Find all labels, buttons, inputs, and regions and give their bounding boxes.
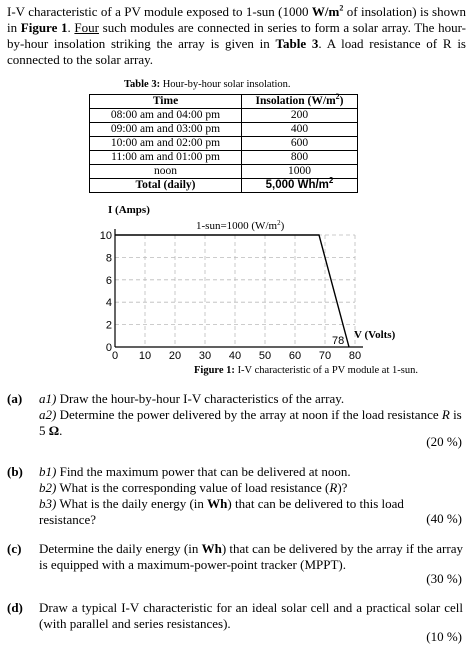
table-header-time: Time [89, 94, 242, 109]
x-tick-label: 80 [349, 350, 361, 362]
table-row: 08:00 am and 04:00 pm 200 [89, 108, 358, 123]
iv-chart: 0 10 20 30 40 50 60 70 80 0 2 4 6 8 10 I (Amps) V (Vol… [100, 204, 418, 376]
y-tick-label: 4 [106, 297, 112, 309]
y-tick-label: 6 [106, 275, 112, 287]
question-d-weight: (10 %) [426, 629, 462, 644]
y-tick-label: 0 [106, 342, 112, 354]
table-row: 09:00 am and 03:00 pm 400 [89, 122, 358, 137]
question-a-weight: (20 %) [426, 434, 462, 449]
table-row: 11:00 am and 01:00 pm 800 [89, 150, 358, 165]
question-b-weight: (40 %) [426, 511, 462, 526]
y-tick-label: 10 [100, 230, 112, 242]
question-c-weight: (30 %) [426, 571, 462, 586]
question-d: (d) Draw a typical I-V characteristic fo… [7, 600, 463, 644]
y-tick-label: 2 [106, 320, 112, 332]
x-tick-label: 20 [169, 350, 181, 362]
question-c: (c) Determine the daily energy (in Wh) t… [7, 541, 463, 586]
figure-caption: Figure 1: I-V characteristic of a PV mod… [194, 365, 418, 376]
y-axis-label: I (Amps) [108, 204, 150, 216]
question-b: (b) b1) Find the maximum power that can … [7, 464, 462, 527]
x-axis-label: V (Volts) [354, 329, 396, 341]
y-tick-label: 8 [106, 252, 112, 264]
x-tick-label: 50 [259, 350, 271, 362]
voc-annotation: 78 [332, 335, 344, 347]
chart-ticks: 0 10 20 30 40 50 60 70 80 0 2 4 6 8 10 [100, 230, 361, 362]
iv-curve-line [115, 234, 350, 348]
insolation-table: Time Insolation (W/m2) 08:00 am and 04:0… [89, 93, 358, 193]
x-tick-label: 40 [229, 350, 241, 362]
chart-axes [114, 229, 363, 348]
x-tick-label: 10 [139, 350, 151, 362]
x-tick-label: 60 [289, 350, 301, 362]
table-caption: Table 3: Hour-by-hour solar insolation. [124, 79, 291, 90]
chart-grid [115, 234, 356, 347]
table-row: noon 1000 [89, 164, 358, 179]
series-label: 1-sun=1000 (W/m2) [196, 219, 285, 232]
x-tick-label: 70 [319, 350, 331, 362]
table-total-row: Total (daily) 5,000 Wh/m2 [89, 177, 358, 193]
x-tick-label: 0 [112, 350, 118, 362]
table-header-insolation: Insolation (W/m2) [241, 93, 358, 109]
intro-paragraph: I-V characteristic of a PV module expose… [7, 3, 466, 67]
x-tick-label: 30 [199, 350, 211, 362]
table-row: 10:00 am and 02:00 pm 600 [89, 136, 358, 151]
question-a: (a) a1) Draw the hour-by-hour I-V charac… [7, 391, 462, 449]
